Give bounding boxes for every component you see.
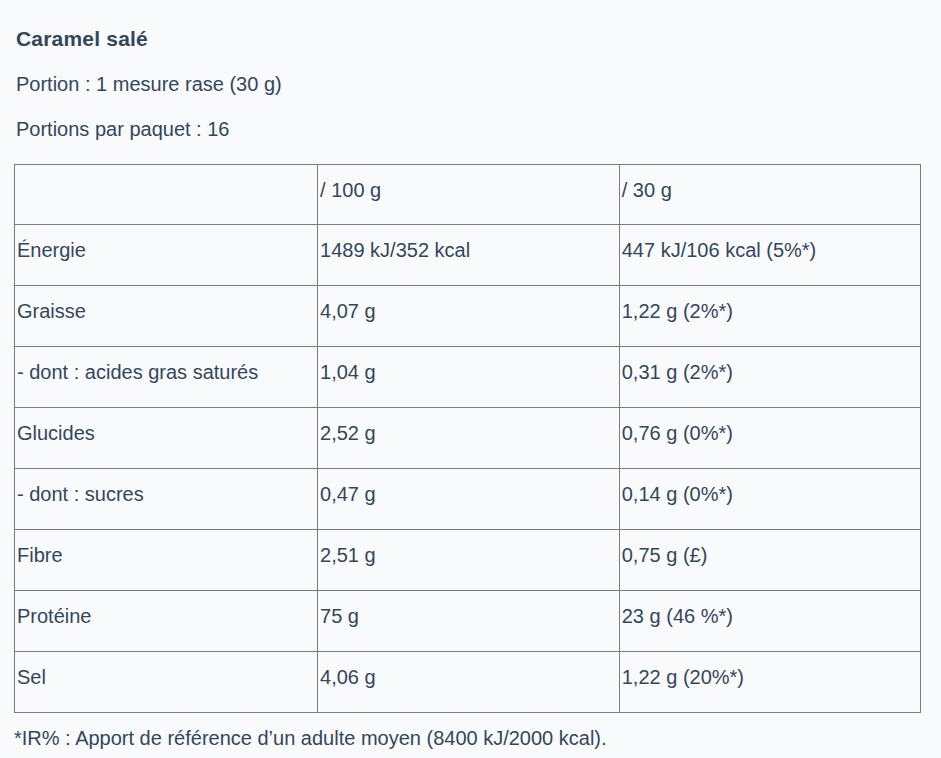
per-30g-value-cell: 23 g (46 %*) [619,591,920,652]
per-30g-value-cell: 1,22 g (2%*) [619,286,920,347]
per-100g-value-cell: 0,47 g [318,469,620,530]
per-100g-value-cell: 4,06 g [318,652,620,713]
reference-intake-footnote: *IR% : Apport de référence d’un adulte m… [14,725,921,751]
nutrition-table-body: Énergie 1489 kJ/352 kcal 447 kJ/106 kcal… [15,225,921,713]
per-100g-value-cell: 1489 kJ/352 kcal [318,225,620,286]
nutrient-label-cell: Énergie [15,225,318,286]
nutrient-label-cell: Graisse [15,286,318,347]
nutrient-label-cell: Sel [15,652,318,713]
nutrition-table-row: Glucides 2,52 g 0,76 g (0%*) [15,408,921,469]
product-flavor-title: Caramel salé [16,26,921,52]
nutrient-label-cell: Glucides [15,408,318,469]
per-30g-value-cell: 0,76 g (0%*) [619,408,920,469]
nutrition-table-row: - dont : acides gras saturés 1,04 g 0,31… [15,347,921,408]
per-100g-value-cell: 2,52 g [318,408,620,469]
nutrition-table-row: Protéine 75 g 23 g (46 %*) [15,591,921,652]
nutrition-facts-section: Caramel salé Portion : 1 mesure rase (30… [0,26,941,751]
nutrition-table-row: Graisse 4,07 g 1,22 g (2%*) [15,286,921,347]
nutrition-table: / 100 g / 30 g Énergie 1489 kJ/352 kcal … [14,164,921,713]
nutrition-table-row: Fibre 2,51 g 0,75 g (£) [15,530,921,591]
header-cell-per-30g: / 30 g [619,165,920,225]
header-cell-nutrient [15,165,318,225]
nutrient-label-cell: - dont : sucres [15,469,318,530]
per-30g-value-cell: 0,31 g (2%*) [619,347,920,408]
per-30g-value-cell: 0,75 g (£) [619,530,920,591]
portion-size-text: Portion : 1 mesure rase (30 g) [16,71,921,97]
header-cell-per-100g: / 100 g [318,165,620,225]
per-30g-value-cell: 1,22 g (20%*) [619,652,920,713]
per-100g-value-cell: 75 g [318,591,620,652]
nutrition-table-row: - dont : sucres 0,47 g 0,14 g (0%*) [15,469,921,530]
nutrition-table-row: Sel 4,06 g 1,22 g (20%*) [15,652,921,713]
nutrient-label-cell: - dont : acides gras saturés [15,347,318,408]
per-30g-value-cell: 0,14 g (0%*) [619,469,920,530]
per-30g-value-cell: 447 kJ/106 kcal (5%*) [619,225,920,286]
nutrition-table-header-row: / 100 g / 30 g [15,165,921,225]
per-100g-value-cell: 1,04 g [318,347,620,408]
nutrition-table-row: Énergie 1489 kJ/352 kcal 447 kJ/106 kcal… [15,225,921,286]
per-100g-value-cell: 4,07 g [318,286,620,347]
portions-per-pack-text: Portions par paquet : 16 [16,116,921,142]
nutrient-label-cell: Fibre [15,530,318,591]
per-100g-value-cell: 2,51 g [318,530,620,591]
nutrient-label-cell: Protéine [15,591,318,652]
